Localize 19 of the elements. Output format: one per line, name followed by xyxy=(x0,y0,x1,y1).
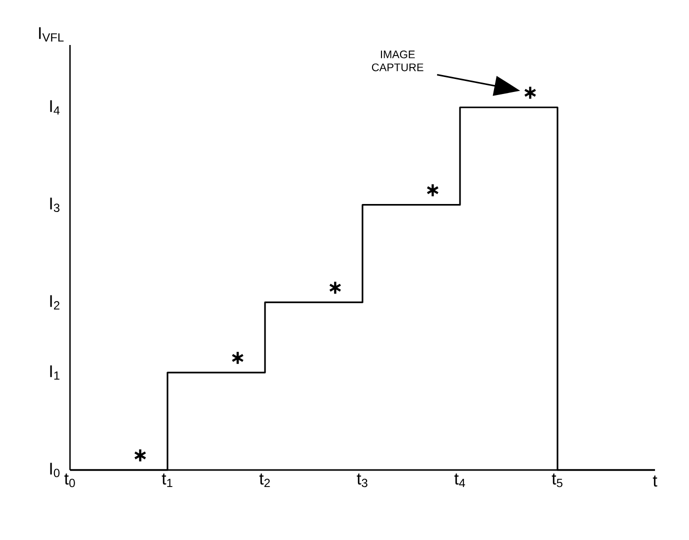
x-tick-label: t$_{0}$ xyxy=(64,474,75,488)
annotation: IMAGE CAPTURE xyxy=(372,50,424,72)
y-tick-label: I$_{0}$ xyxy=(50,462,60,478)
point xyxy=(328,280,342,295)
x-tick-label: t$_{3}$ xyxy=(356,474,368,488)
y-tick-label: I$_{3}$ xyxy=(50,198,60,212)
point xyxy=(134,448,146,462)
y-tick-label: I$_{2}$ xyxy=(50,295,60,310)
y-axis-title: I$_{VFL}$ xyxy=(39,27,64,42)
point xyxy=(524,86,536,100)
y-tick-label: I$_{4}$ xyxy=(50,100,60,114)
x-tick-label: t$_{2}$ xyxy=(259,474,270,488)
x-tick-label: t$_{4}$ xyxy=(454,474,466,488)
x-axis-title: t xyxy=(652,476,658,487)
x-tick-label: t$_{5}$ xyxy=(552,474,562,488)
x-tick-label: t$_{1}$ xyxy=(162,474,172,488)
point xyxy=(231,350,244,365)
point xyxy=(426,183,439,198)
y-tick-label: I$_{1}$ xyxy=(50,365,60,380)
